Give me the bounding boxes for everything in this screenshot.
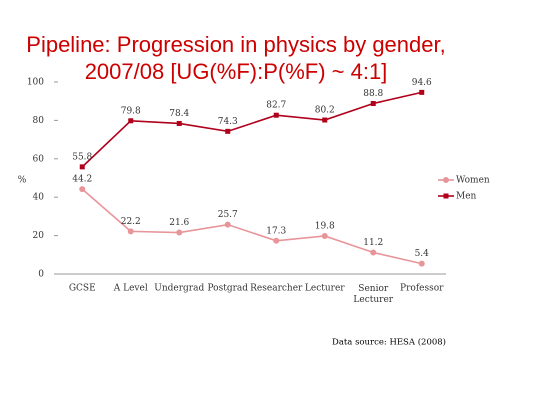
data-label: 79.8 [121, 106, 141, 116]
data-label: 80.2 [315, 106, 335, 116]
data-label: 44.2 [72, 175, 92, 185]
y-tick-label: 80 [33, 116, 45, 126]
x-tick-label: Senior Lecturer [353, 284, 393, 305]
chart-title: 2007/08 [UG(%F):P(%F) ~ 4:1] [85, 59, 388, 84]
y-tick-label: 20 [33, 231, 45, 241]
data-label: 17.3 [266, 226, 286, 236]
legend-marker [443, 193, 449, 199]
marker [127, 228, 134, 235]
data-label: 94.6 [412, 78, 432, 88]
y-tick-label: 0 [38, 270, 44, 280]
series-line [81, 91, 422, 168]
series-line [81, 188, 422, 265]
marker [79, 186, 86, 193]
marker [273, 112, 279, 118]
marker [419, 89, 425, 95]
marker [322, 117, 328, 123]
marker [128, 118, 134, 124]
y-axis-label: % [18, 176, 27, 186]
marker [321, 232, 328, 239]
data-label: 21.6 [169, 218, 189, 228]
y-tick-label: 40 [33, 193, 45, 203]
data-label: 11.2 [363, 238, 383, 248]
source-note: Data source: HESA (2008) [332, 337, 446, 348]
data-label: 78.4 [169, 109, 189, 119]
marker [370, 101, 376, 107]
data-label: 19.8 [315, 221, 335, 231]
marker [225, 128, 231, 134]
x-tick-label: A Level [113, 284, 148, 294]
y-tick-label: 100 [27, 78, 44, 88]
data-label: 22.2 [121, 217, 141, 227]
marker [224, 221, 231, 228]
marker [418, 260, 425, 267]
x-tick-label: Professor [400, 284, 444, 294]
x-tick-label: Researcher [250, 284, 303, 294]
data-label: 5.4 [415, 249, 430, 259]
marker [370, 249, 377, 256]
marker [273, 237, 280, 244]
x-tick-label: Undergrad [154, 284, 204, 294]
chart-title: Pipeline: Progression in physics by gend… [26, 32, 445, 57]
x-tick-label: Lecturer [305, 284, 345, 294]
legend-label: Men [456, 192, 477, 202]
data-label: 25.7 [218, 210, 238, 220]
data-label: 88.8 [363, 89, 383, 99]
x-tick-label: Postgrad [207, 284, 248, 294]
legend-marker [443, 177, 449, 183]
data-label: 82.7 [266, 101, 286, 111]
data-label: 55.8 [72, 152, 92, 162]
y-tick-label: 60 [33, 154, 45, 164]
marker [79, 164, 85, 170]
marker [176, 120, 182, 126]
legend-label: Women [456, 176, 490, 186]
x-tick-label: GCSE [69, 284, 96, 294]
data-label: 74.3 [218, 117, 238, 127]
marker [176, 229, 183, 236]
